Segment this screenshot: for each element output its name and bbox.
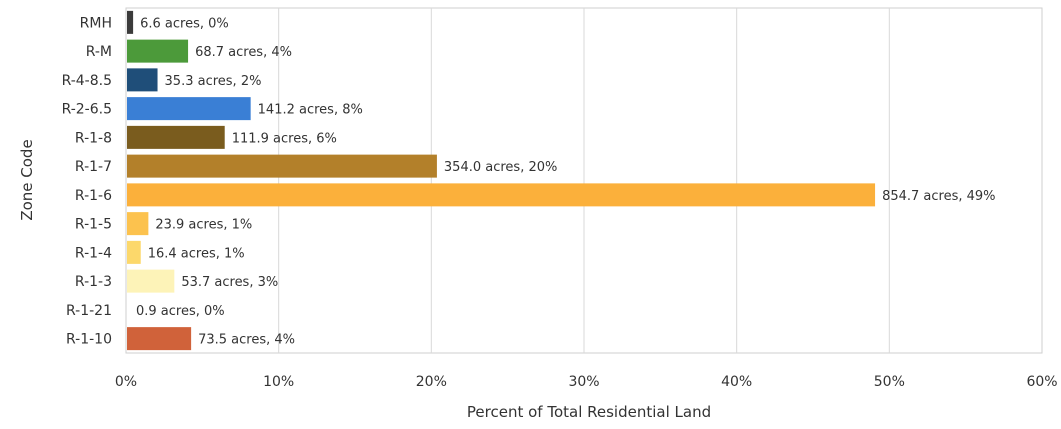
data-label: 111.9 acres, 6%: [232, 131, 337, 146]
y-tick-label: R-1-21: [66, 303, 112, 319]
data-label: 73.5 acres, 4%: [198, 333, 295, 348]
bar-r-4-8-5: [127, 68, 158, 92]
x-tick-label: 60%: [1026, 374, 1057, 390]
y-tick-label: R-2-6.5: [62, 102, 112, 118]
bar-r-1-10: [127, 327, 192, 351]
x-tick-label: 0%: [115, 374, 137, 390]
data-label: 53.7 acres, 3%: [181, 275, 278, 290]
data-label: 68.7 acres, 4%: [195, 45, 292, 60]
y-tick-label: R-M: [86, 44, 112, 60]
bars-group: 6.6 acres, 0% 68.7 acres, 4% 35.3 acres, 2…: [127, 10, 996, 351]
data-label: 16.4 acres, 1%: [148, 246, 245, 261]
y-tick-label: R-1-3: [75, 274, 112, 290]
bar-r-1-7: [127, 154, 437, 178]
y-tick-label: R-1-5: [75, 217, 112, 233]
y-tick-labels: RMH R-M R-4-8.5 R-2-6.5 R-1-8 R-1-7 R-1-6 R-1-5…: [62, 15, 113, 347]
data-label: 6.6 acres, 0%: [140, 16, 229, 31]
data-label: 35.3 acres, 2%: [165, 74, 262, 89]
bar-r-1-8: [127, 125, 225, 149]
grid-lines: [278, 8, 890, 353]
x-tick-labels: 0% 10% 20% 30% 40% 50% 60%: [115, 374, 1058, 390]
x-tick-label: 10%: [263, 374, 294, 390]
bar-r-m: [127, 39, 189, 63]
bar-rmh: [127, 10, 134, 34]
bar-r-1-21: [127, 298, 129, 322]
x-tick-label: 50%: [874, 374, 905, 390]
data-label: 854.7 acres, 49%: [882, 189, 995, 204]
bar-r-1-5: [127, 212, 149, 236]
bar-r-2-6-5: [127, 97, 251, 121]
bar-r-1-6: [127, 183, 876, 207]
y-tick-label: R-1-8: [75, 130, 112, 146]
y-tick-label: R-1-6: [75, 188, 112, 204]
y-tick-label: R-1-10: [66, 332, 112, 348]
data-label: 23.9 acres, 1%: [155, 218, 252, 233]
data-label: 141.2 acres, 8%: [258, 103, 363, 118]
y-tick-label: R-4-8.5: [62, 73, 112, 89]
bar-r-1-3: [127, 269, 175, 293]
x-tick-label: 40%: [721, 374, 752, 390]
y-tick-label: RMH: [80, 15, 112, 31]
data-label: 0.9 acres, 0%: [136, 304, 225, 319]
y-axis-title: Zone Code: [18, 139, 36, 220]
x-tick-label: 30%: [568, 374, 599, 390]
data-label: 354.0 acres, 20%: [444, 160, 557, 175]
x-tick-label: 20%: [416, 374, 447, 390]
y-tick-label: R-1-4: [75, 245, 112, 261]
bar-r-1-4: [127, 240, 141, 264]
x-axis-title: Percent of Total Residential Land: [467, 403, 711, 421]
y-tick-label: R-1-7: [75, 159, 112, 175]
